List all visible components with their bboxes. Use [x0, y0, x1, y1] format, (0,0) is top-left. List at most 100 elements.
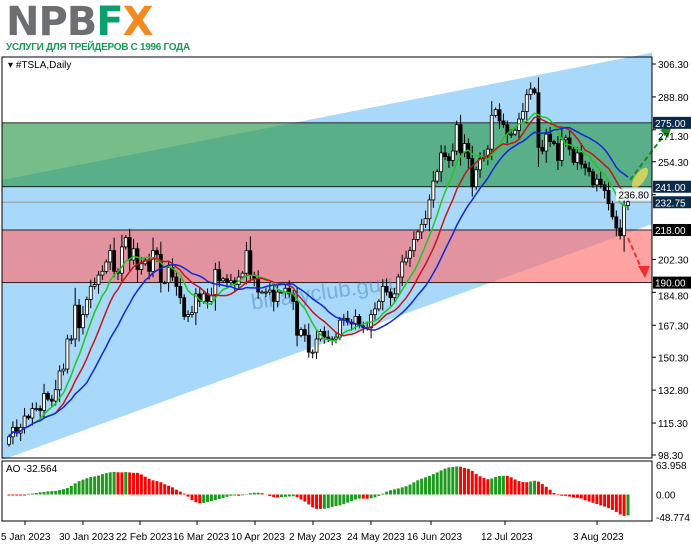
bear-candle [583, 163, 588, 169]
ao-bar [361, 494, 365, 499]
ao-tick-label: -48.774 [656, 513, 690, 524]
ao-bar [505, 475, 509, 495]
ao-bar [19, 494, 23, 496]
x-tick-label: 24 May 2023 [347, 532, 405, 543]
ao-bar [568, 494, 572, 497]
bear-candle [256, 278, 261, 293]
bull-candle [34, 408, 39, 410]
bull-candle [264, 291, 268, 294]
bear-candle [571, 148, 576, 163]
bull-candle [520, 111, 525, 120]
bear-candle [322, 331, 327, 338]
ao-bar [404, 486, 408, 495]
ao-bar [174, 489, 178, 495]
bear-candle [271, 289, 276, 302]
ao-bar [412, 482, 416, 495]
bear-candle [135, 248, 140, 270]
ao-bar [26, 493, 30, 495]
bull-candle [193, 293, 198, 314]
ao-bar [392, 489, 396, 495]
ao-bar [400, 487, 404, 495]
bull-candle [509, 133, 514, 136]
bear-candle [295, 301, 299, 336]
ao-bar [583, 494, 587, 501]
bull-candle [400, 261, 405, 278]
bear-candle [552, 141, 556, 144]
ao-bar [268, 494, 272, 497]
ao-bar [186, 494, 190, 497]
ao-bar [151, 480, 155, 495]
ao-bar [466, 468, 470, 495]
bull-candle [186, 314, 190, 317]
ao-bar [494, 476, 498, 495]
y-tick-label: 98.30 [658, 451, 683, 462]
ao-bar [307, 494, 311, 505]
ao-bar [135, 472, 139, 495]
bear-candle [614, 216, 619, 229]
bull-candle [221, 278, 226, 282]
bear-candle [447, 156, 451, 161]
ao-bar [58, 490, 62, 495]
y-tick-label: 184.80 [658, 291, 689, 302]
ao-bar [501, 475, 505, 495]
ao-bar [610, 494, 614, 510]
y-tick-label: 288.80 [658, 93, 689, 104]
ao-bar [338, 494, 342, 506]
y-tick-label: 306.30 [658, 60, 689, 71]
ao-bar [217, 494, 221, 499]
bear-candle [178, 285, 183, 299]
logo-x: X [122, 0, 154, 45]
ao-bar [521, 482, 525, 495]
ao-bar [38, 492, 42, 495]
bear-candle [458, 124, 463, 154]
bull-candle [213, 269, 218, 297]
ao-bar [11, 494, 15, 496]
y-tick-label: 271.30 [658, 132, 689, 143]
ao-bar [54, 490, 58, 495]
ao-bar [560, 494, 564, 496]
ao-bar [365, 494, 369, 499]
y-tick-label: 202.30 [658, 256, 689, 267]
ao-bar [536, 481, 540, 495]
ao-bar [65, 487, 69, 495]
bear-candle [618, 227, 623, 237]
ao-bar [221, 494, 225, 498]
bear-candle [540, 146, 545, 152]
bull-candle [373, 308, 377, 315]
bear-candle [556, 143, 560, 161]
ao-tick-label: 0.00 [656, 491, 676, 502]
bull-candle [489, 114, 494, 150]
ao-bar [408, 484, 412, 495]
ao-bar [357, 494, 361, 499]
bull-candle [474, 169, 479, 188]
ao-bar [283, 494, 287, 497]
level-badge [653, 196, 691, 209]
bull-candle [419, 223, 424, 233]
bear-candle [248, 250, 253, 276]
ao-bar [416, 480, 420, 495]
ao-bar [139, 474, 143, 495]
ao-bar [330, 494, 334, 507]
bear-candle [587, 167, 591, 173]
bull-candle [119, 246, 124, 274]
x-tick-label: 30 Jan 2023 [59, 532, 114, 543]
ao-label: AO -32.564 [6, 464, 58, 475]
bull-candle [380, 285, 385, 302]
bull-candle [201, 293, 206, 302]
bull-candle [131, 248, 136, 261]
bull-candle [267, 289, 272, 293]
ao-bar [73, 483, 77, 495]
bear-candle [174, 276, 179, 287]
ao-bar [143, 476, 147, 495]
x-tick-label: 10 Apr 2023 [231, 532, 285, 543]
bull-candle [594, 178, 599, 186]
ao-bar [15, 494, 19, 496]
ao-bar [299, 494, 303, 500]
bull-candle [108, 250, 113, 263]
ao-bar [490, 478, 494, 495]
bear-candle [302, 329, 307, 336]
bear-candle [49, 398, 54, 402]
bull-candle [563, 137, 568, 141]
ao-bar [513, 479, 517, 495]
